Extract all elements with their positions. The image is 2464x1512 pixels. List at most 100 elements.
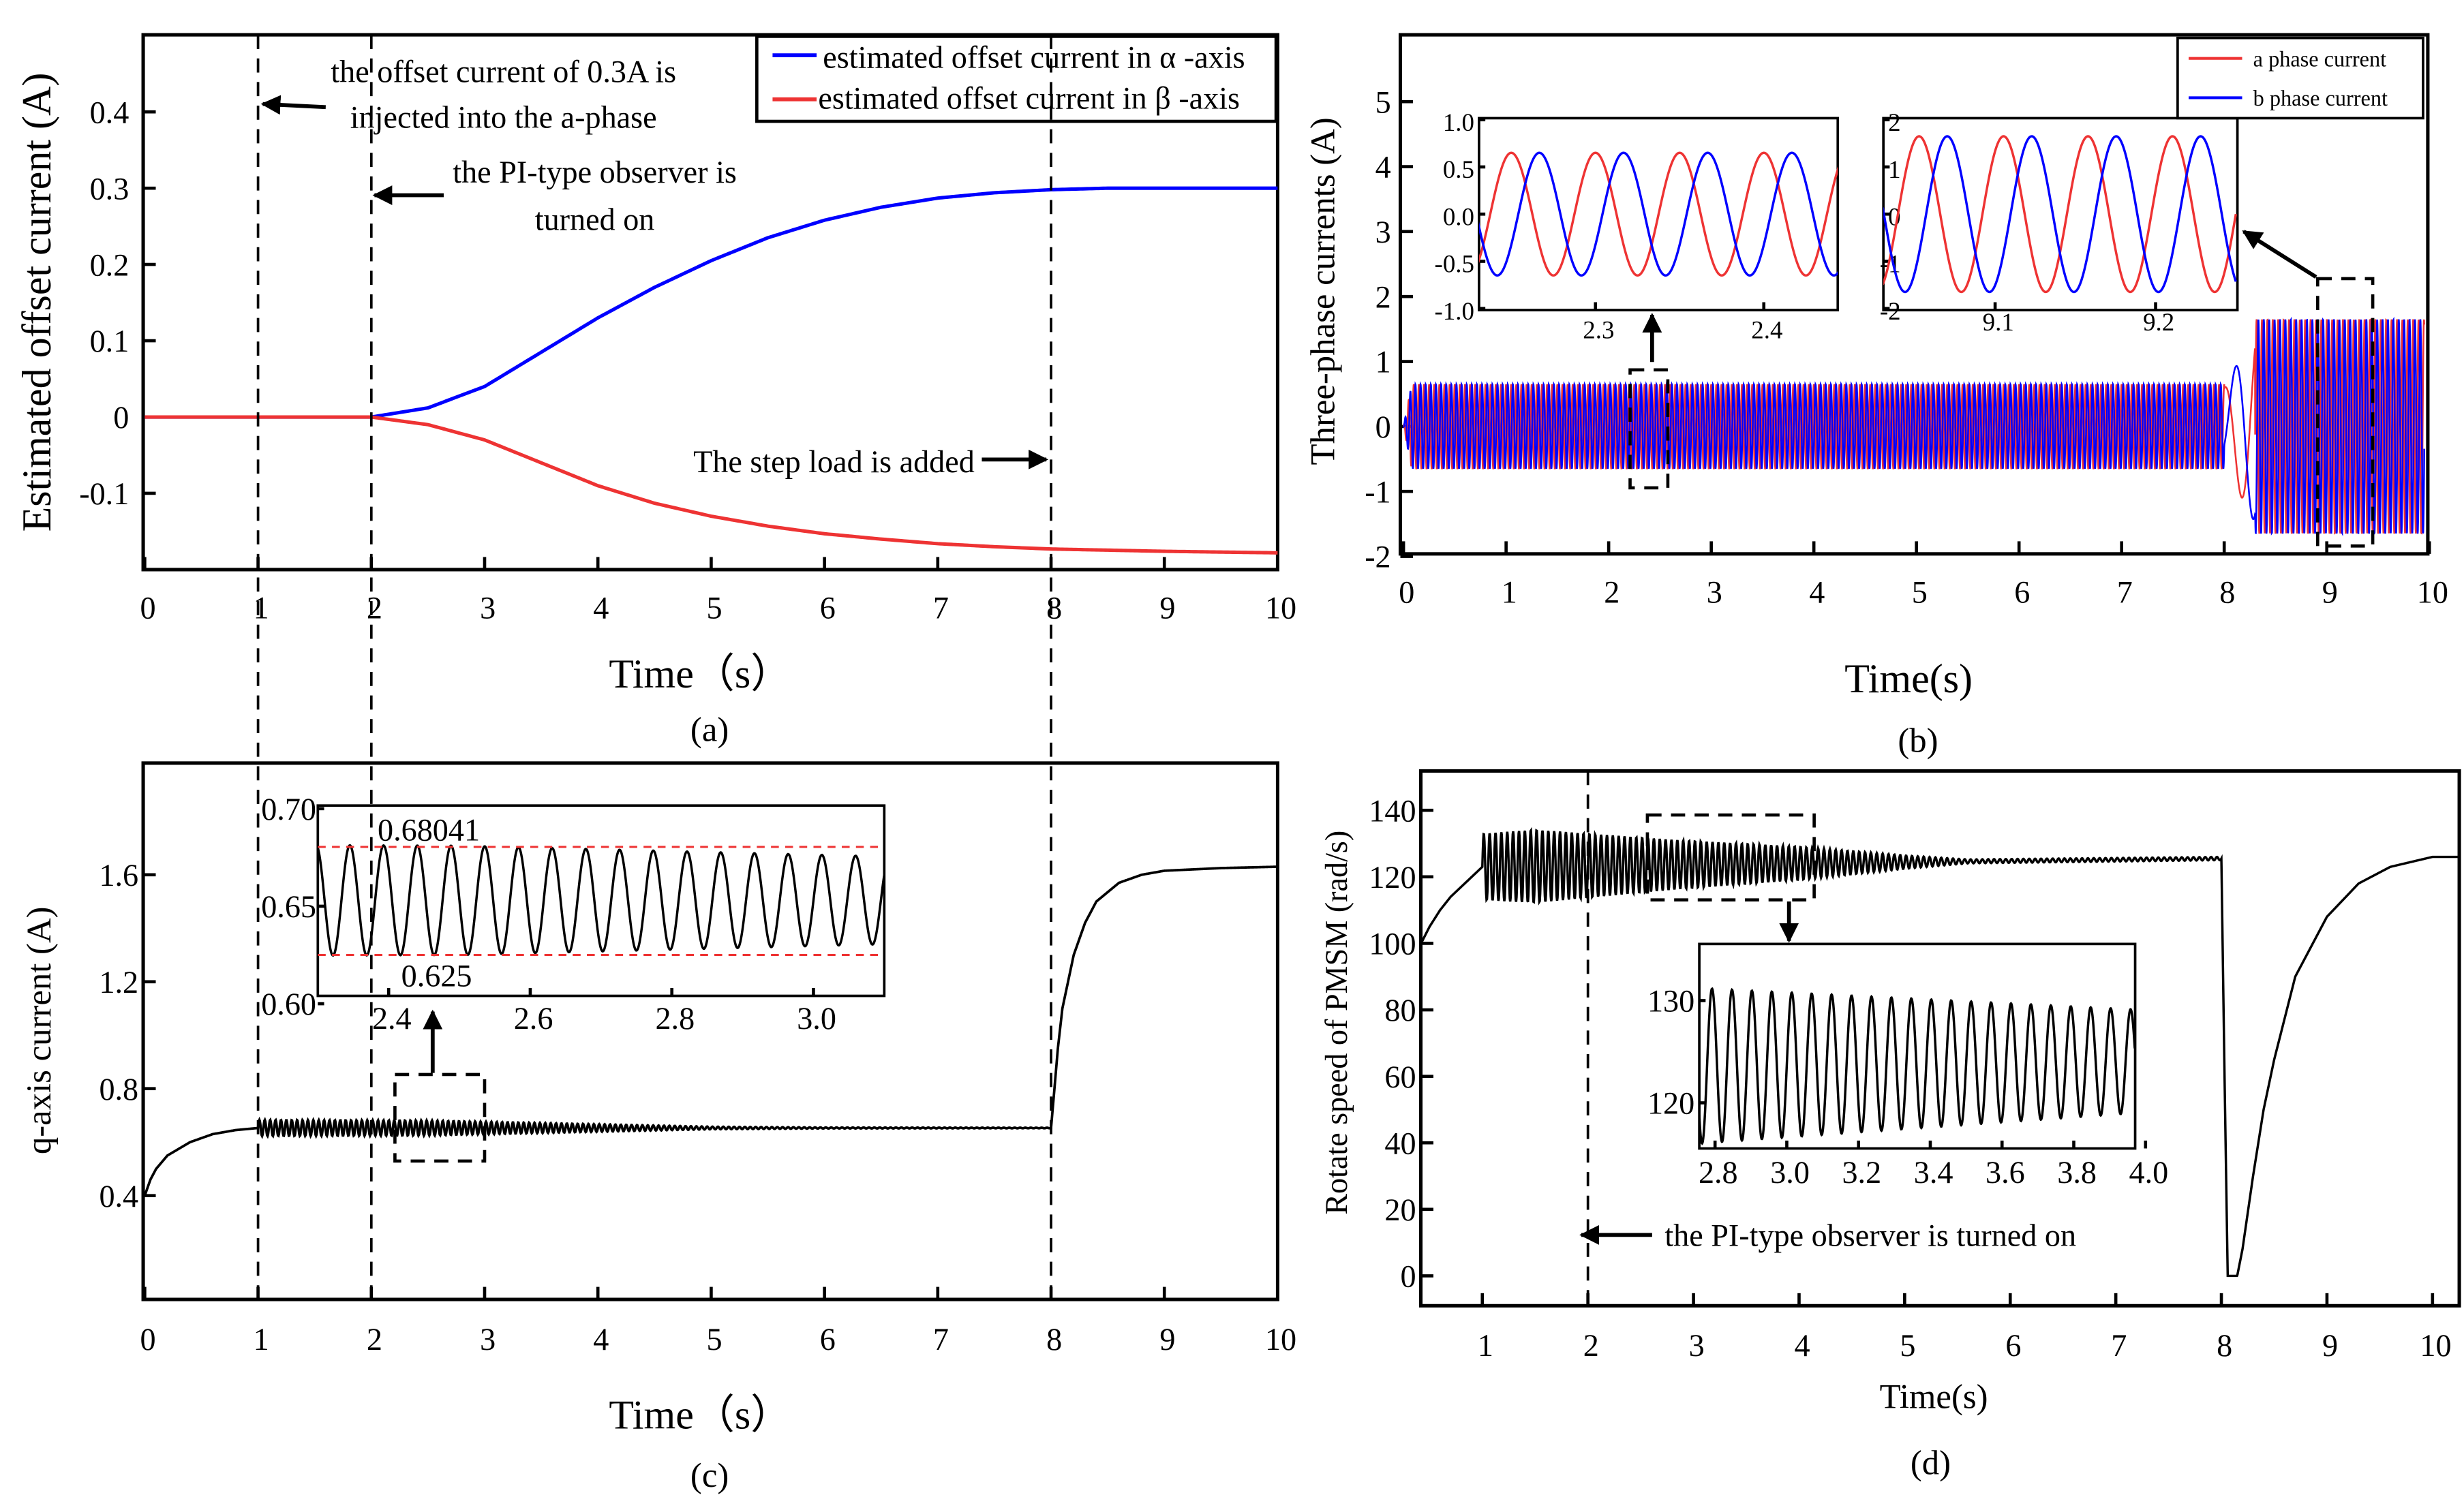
x-tick-label: 5 xyxy=(1900,1328,1915,1363)
x-tick-label: 6 xyxy=(820,591,836,626)
y-tick-label: -0.1 xyxy=(79,476,129,511)
x-tick-label: 2 xyxy=(367,1322,382,1357)
y-tick-label: 0.5 xyxy=(1443,155,1474,183)
x-tick-label: 2.3 xyxy=(1583,316,1614,344)
x-tick-label: 5 xyxy=(1912,574,1928,609)
plot-d-content: 1 2 3 4 5 6 7 8 9 10 140 120 100 80 60 40 20 0 2.8 3.0 3.2 3.… xyxy=(1369,771,2459,1363)
x-tick-label: 3.4 xyxy=(1914,1155,1953,1190)
x-tick-label: 7 xyxy=(2111,1328,2127,1363)
y-tick-label: -2 xyxy=(1880,297,1901,325)
x-tick-label: 2.4 xyxy=(1751,316,1782,344)
x-tick-label: 1 xyxy=(1502,574,1517,609)
x-tick-label: 8 xyxy=(1046,1322,1062,1357)
y-tick-label: 3 xyxy=(1375,215,1391,249)
y-tick-label: -0.5 xyxy=(1435,250,1474,278)
inset-series-group xyxy=(1883,135,2237,294)
x-tick-label: 10 xyxy=(2417,574,2448,609)
annotation-step: The step load is added xyxy=(693,444,975,479)
x-tick-label: 3.0 xyxy=(797,1001,836,1036)
caption-b: (b) xyxy=(1898,722,1938,760)
legend-label-a-phase: a phase current xyxy=(2253,46,2386,71)
annotation-pi-d: the PI-type observer is turned on xyxy=(1664,1218,2076,1253)
x-axis-title-b: Time(s) xyxy=(1844,656,1973,701)
legend-b: a phase current b phase current xyxy=(2176,36,2424,120)
x-tick-label: 3 xyxy=(480,1322,496,1357)
y-tick-label: 2 xyxy=(1375,279,1391,314)
x-tick-label: 2.6 xyxy=(514,1001,553,1036)
y-tick-label: 20 xyxy=(1384,1192,1416,1227)
annotation-offset-2: injected into the a-phase xyxy=(350,99,657,134)
x-tick-label: 4.0 xyxy=(2129,1155,2169,1190)
x-axis-title-a: Time（s） xyxy=(609,651,791,696)
x-tick-label: 5 xyxy=(706,1322,722,1357)
x-tick-label: 2 xyxy=(367,591,382,626)
inset-d: 2.8 3.0 3.2 3.4 3.6 3.8 4.0 130 120 xyxy=(1647,942,2169,1190)
max-value-label: 0.68041 xyxy=(378,813,480,848)
x-tick-label: 2 xyxy=(1604,574,1619,609)
series-group-d xyxy=(1420,827,2459,1278)
y-tick-label: 130 xyxy=(1647,984,1694,1019)
y-tick-label: 0.3 xyxy=(90,171,130,206)
x-tick-label: 3.6 xyxy=(1986,1155,2025,1190)
series-group-a xyxy=(145,186,1278,555)
x-tick-label: 3 xyxy=(1707,574,1722,609)
inset-a-phase-line xyxy=(1478,151,1838,277)
x-tick-label: 1 xyxy=(1478,1328,1493,1363)
legend-a: estimated offset current in α -axis esti… xyxy=(755,35,1278,123)
caption-d: (d) xyxy=(1911,1443,1951,1481)
panel-a: 0 1 2 3 4 5 6 7 8 9 10 0.4 0.3 0.2 0.1 0 -0.1 estimated … xyxy=(14,33,1296,749)
zoom-region-b2 xyxy=(2316,277,2375,548)
x-tick-label: 5 xyxy=(706,591,722,626)
y-axis-title-a: Estimated offset current (A) xyxy=(14,73,59,532)
y-tick-label: 0 xyxy=(1401,1259,1416,1294)
series-group-b xyxy=(1402,316,2425,537)
x-tick-label: 9 xyxy=(2322,574,2338,609)
x-tick-label: 10 xyxy=(1265,1322,1296,1357)
inset-series-group xyxy=(1699,987,2135,1145)
inset-b-phase-line xyxy=(1478,151,1838,277)
panel-d: 1 2 3 4 5 6 7 8 9 10 140 120 100 80 60 40 20 0 2.8 3.0 3.2 3.… xyxy=(1319,769,2461,1481)
rotate-speed-line xyxy=(1420,827,2459,1278)
arrow-b2 xyxy=(2242,230,2317,279)
y-tick-label: 100 xyxy=(1369,927,1416,961)
x-tick-label: 0 xyxy=(140,591,155,626)
series-b-phase-line xyxy=(1403,316,2425,537)
caption-c: (c) xyxy=(690,1456,729,1494)
x-tick-label: 0 xyxy=(1399,574,1414,609)
x-tick-label: 9.2 xyxy=(2143,308,2174,336)
x-tick-label: 8 xyxy=(2219,574,2235,609)
series-beta-line xyxy=(145,415,1278,555)
y-tick-label: 0.1 xyxy=(90,324,130,358)
q-axis-current-line xyxy=(143,865,1278,1197)
legend-label-beta: estimated offset current in β -axis xyxy=(818,81,1240,116)
y-tick-label: 0.65 xyxy=(261,889,316,924)
annotation-offset-1: the offset current of 0.3A is xyxy=(331,54,676,89)
x-tick-label: 8 xyxy=(1046,591,1062,626)
y-tick-label: 0.60 xyxy=(261,987,316,1021)
x-tick-label: 3.8 xyxy=(2057,1155,2097,1190)
y-tick-label: 5 xyxy=(1375,84,1391,119)
y-axis-title-c: q-axis current (A) xyxy=(20,906,58,1154)
legend-label-alpha: estimated offset current in α -axis xyxy=(823,40,1245,75)
x-tick-label: 4 xyxy=(1795,1328,1810,1363)
y-tick-label: 120 xyxy=(1369,860,1416,895)
x-tick-label: 7 xyxy=(933,1322,949,1357)
annotation-pi-2: turned on xyxy=(535,202,655,236)
x-tick-label: 6 xyxy=(2014,574,2030,609)
caption-a: (a) xyxy=(690,711,729,749)
y-tick-label: 1 xyxy=(1375,345,1391,380)
y-axis-title-d: Rotate speed of PMSM (rad/s) xyxy=(1319,831,1354,1215)
x-tick-label: 9.1 xyxy=(1983,308,2014,336)
x-tick-label: 4 xyxy=(593,1322,609,1357)
inset-b2-frame xyxy=(1882,117,2239,311)
x-tick-label: 2.4 xyxy=(372,1001,412,1036)
inset-b-phase-line xyxy=(1883,135,2237,294)
x-tick-label: 6 xyxy=(2005,1328,2021,1363)
y-tick-label: 80 xyxy=(1384,993,1416,1028)
x-tick-label: 4 xyxy=(1809,574,1825,609)
x-tick-label: 10 xyxy=(1265,591,1296,626)
y-tick-label: -1.0 xyxy=(1435,297,1474,325)
